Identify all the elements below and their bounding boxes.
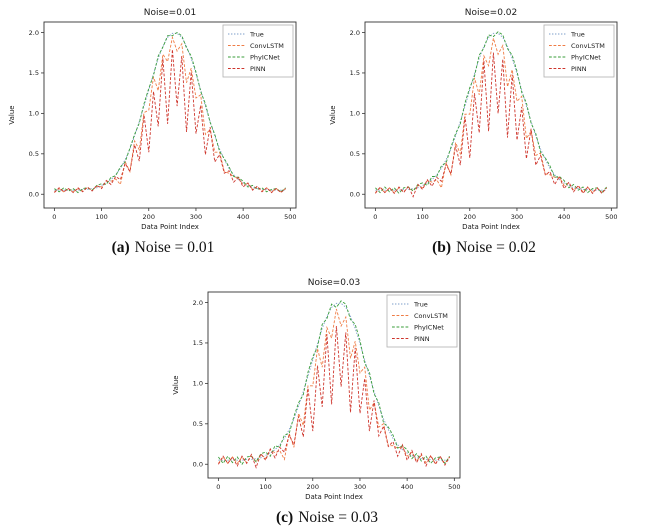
legend-label-true: True — [249, 30, 264, 38]
svg-text:1.0: 1.0 — [29, 110, 39, 118]
svg-text:400: 400 — [401, 483, 413, 491]
svg-text:400: 400 — [237, 213, 249, 221]
svg-text:300: 300 — [190, 213, 202, 221]
x-axis: 0 100 200 300 400 500 — [373, 208, 618, 221]
svg-text:0.5: 0.5 — [193, 420, 203, 428]
svg-text:300: 300 — [354, 483, 366, 491]
y-axis: 0.0 0.5 1.0 1.5 2.0 — [350, 29, 365, 199]
caption-c-label: (c) — [276, 509, 294, 526]
chart-title: Noise=0.01 — [144, 8, 197, 18]
svg-text:2.0: 2.0 — [193, 299, 203, 307]
legend-label-convlstm: ConvLSTM — [571, 42, 605, 50]
legend-label-pinn: PINN — [571, 65, 587, 73]
svg-text:500: 500 — [284, 213, 296, 221]
series-pinn — [54, 49, 286, 194]
caption-a-label: (a) — [111, 239, 130, 256]
svg-text:100: 100 — [416, 213, 428, 221]
plot-frame — [364, 21, 618, 209]
series-pinn — [218, 325, 450, 469]
svg-text:0.5: 0.5 — [29, 150, 39, 158]
legend: True ConvLSTM PhyICNet PINN — [386, 294, 458, 348]
series-phyicnet — [54, 31, 286, 194]
svg-text:0.0: 0.0 — [350, 191, 360, 199]
legend-label-pinn: PINN — [250, 65, 266, 73]
legend-label-convlstm: ConvLSTM — [414, 312, 448, 320]
svg-text:300: 300 — [511, 213, 523, 221]
y-axis: 0.0 0.5 1.0 1.5 2.0 — [29, 29, 44, 199]
x-axis: 0 100 200 300 400 500 — [52, 208, 297, 221]
caption-a: (a) Noise = 0.01 — [2, 238, 324, 257]
legend-label-phyicnet: PhyICNet — [414, 323, 444, 331]
x-axis: 0 100 200 300 400 500 — [216, 478, 461, 491]
caption-a-text: Noise = 0.01 — [134, 239, 215, 256]
legend: True ConvLSTM PhyICNet PINN — [222, 24, 294, 78]
series-phyicnet — [375, 31, 607, 195]
y-axis-label: Value — [329, 105, 337, 124]
plot-frame — [43, 21, 297, 209]
legend-label-phyicnet: PhyICNet — [571, 53, 601, 61]
svg-text:200: 200 — [143, 213, 155, 221]
svg-text:1.0: 1.0 — [350, 110, 360, 118]
caption-b-text: Noise = 0.02 — [456, 239, 536, 256]
svg-text:100: 100 — [95, 213, 107, 221]
legend-label-true: True — [413, 300, 428, 308]
caption-b: (b) Noise = 0.02 — [323, 238, 645, 257]
series-pinn — [375, 52, 607, 198]
chart-title: Noise=0.03 — [308, 278, 361, 288]
y-axis-label: Value — [172, 375, 180, 394]
x-axis-label: Data Point Index — [462, 223, 520, 231]
caption-c: (c) Noise = 0.03 — [166, 508, 488, 527]
svg-text:0: 0 — [216, 483, 220, 491]
legend-label-true: True — [570, 30, 585, 38]
legend-label-pinn: PINN — [414, 335, 430, 343]
series-true — [54, 32, 286, 191]
svg-text:500: 500 — [448, 483, 460, 491]
chart-noise-0.01: Noise=0.01 0.0 0.5 1.0 1.5 2.0 0 100 200 300 400 50… — [8, 8, 297, 231]
legend-label-convlstm: ConvLSTM — [250, 42, 284, 50]
caption-c-text: Noise = 0.03 — [298, 509, 378, 526]
legend-label-phyicnet: PhyICNet — [250, 53, 280, 61]
svg-text:0.5: 0.5 — [350, 150, 360, 158]
figure-c: Noise=0.03 0.0 0.5 1.0 1.5 2.0 0 100 200 300 400 50… — [166, 272, 488, 527]
svg-text:1.0: 1.0 — [193, 380, 203, 388]
svg-text:0: 0 — [52, 213, 56, 221]
svg-text:200: 200 — [464, 213, 476, 221]
chart-noise-0.02: Noise=0.02 0.0 0.5 1.0 1.5 2.0 0 100 200 300 400 50… — [329, 8, 618, 231]
svg-text:0.0: 0.0 — [193, 461, 203, 469]
series-phyicnet — [218, 300, 450, 466]
svg-text:2.0: 2.0 — [29, 29, 39, 37]
x-axis-label: Data Point Index — [141, 223, 199, 231]
plot-frame — [207, 291, 461, 479]
chart-noise-0.03: Noise=0.03 0.0 0.5 1.0 1.5 2.0 0 100 200 300 400 50… — [172, 278, 461, 501]
svg-text:2.0: 2.0 — [350, 29, 360, 37]
chart-title: Noise=0.02 — [465, 8, 518, 18]
figure-b: Noise=0.02 0.0 0.5 1.0 1.5 2.0 0 100 200 300 400 50… — [323, 2, 645, 257]
svg-text:500: 500 — [605, 213, 617, 221]
svg-text:100: 100 — [259, 483, 271, 491]
svg-text:1.5: 1.5 — [350, 69, 360, 77]
svg-text:1.5: 1.5 — [29, 69, 39, 77]
legend: True ConvLSTM PhyICNet PINN — [543, 24, 615, 78]
svg-text:0: 0 — [373, 213, 377, 221]
y-axis-label: Value — [8, 105, 16, 124]
x-axis-label: Data Point Index — [305, 493, 363, 501]
y-axis: 0.0 0.5 1.0 1.5 2.0 — [193, 299, 208, 469]
caption-b-label: (b) — [432, 239, 452, 256]
figure-a: Noise=0.01 0.0 0.5 1.0 1.5 2.0 0 100 200 300 400 50… — [2, 2, 324, 257]
svg-text:400: 400 — [558, 213, 570, 221]
svg-text:200: 200 — [307, 483, 319, 491]
svg-text:0.0: 0.0 — [29, 191, 39, 199]
svg-text:1.5: 1.5 — [193, 339, 203, 347]
